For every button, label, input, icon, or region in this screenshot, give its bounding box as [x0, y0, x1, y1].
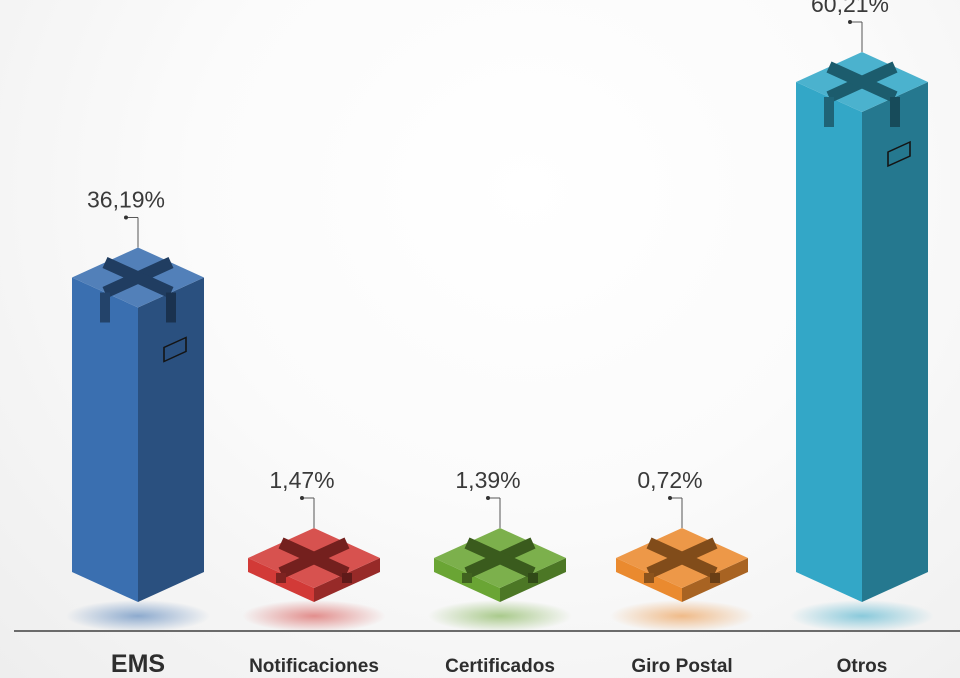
bar-notificaciones — [242, 528, 386, 632]
tape-band — [826, 61, 898, 103]
category-label: Notificaciones — [249, 656, 379, 677]
bar-left-face — [796, 82, 862, 602]
value-dot — [668, 496, 672, 500]
tape-band — [464, 537, 536, 579]
bar-right-face — [138, 277, 204, 602]
labels-group: 36,19% EMS 1,47% Notificaciones 1,39% Certifi… — [87, 0, 889, 678]
bar-giro-postal — [610, 528, 754, 632]
value-label: 1,39% — [455, 467, 520, 493]
value-label: 60,21% — [811, 0, 889, 17]
bar-glow — [428, 600, 572, 632]
tape-band — [102, 257, 174, 298]
value-label: 0,72% — [637, 467, 702, 493]
bar-glow — [242, 600, 386, 632]
bars-group — [66, 52, 934, 632]
category-label: Giro Postal — [631, 656, 732, 677]
category-label: EMS — [111, 650, 165, 678]
bar-glow — [790, 600, 934, 632]
bar-left-face — [72, 277, 138, 602]
value-dot — [486, 496, 490, 500]
bar-otros — [790, 52, 934, 632]
bar-ems — [66, 247, 210, 632]
bar-glow — [66, 600, 210, 632]
box-sticker-icon — [887, 140, 911, 168]
bar-right-face — [862, 82, 928, 602]
value-label: 1,47% — [269, 467, 334, 493]
tape-band — [278, 537, 350, 579]
value-dot — [124, 215, 128, 220]
tape-band — [646, 537, 718, 579]
box-sticker-icon — [163, 336, 187, 363]
value-dot — [848, 20, 852, 24]
category-label: Certificados — [445, 656, 555, 677]
value-label: 36,19% — [87, 186, 165, 212]
category-label: Otros — [837, 656, 888, 677]
bar-certificados — [428, 528, 572, 632]
bar-glow — [610, 600, 754, 632]
value-dot — [300, 496, 304, 500]
